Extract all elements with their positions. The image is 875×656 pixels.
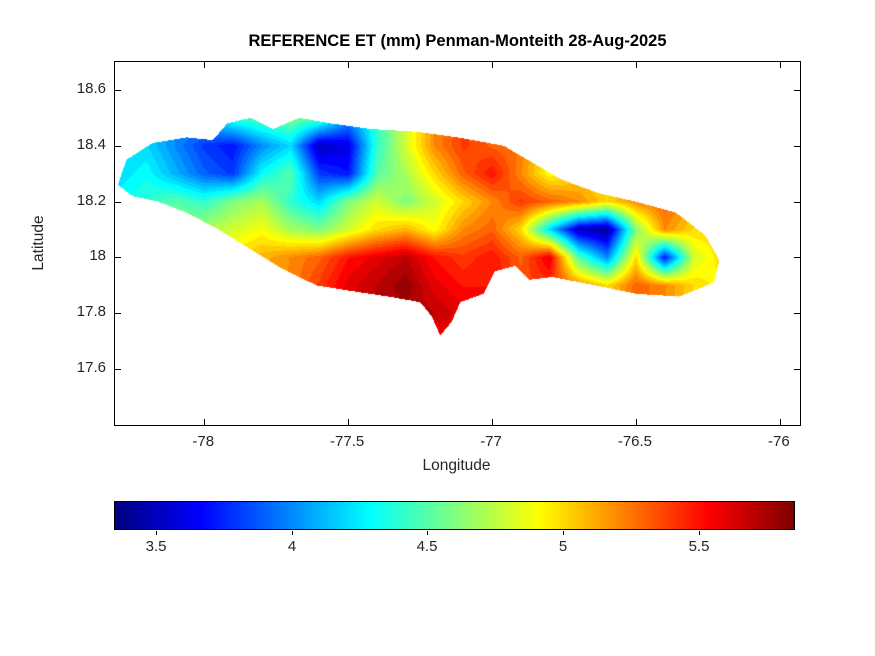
axis-tick-mark [348, 62, 349, 68]
y-tick-label: 18 [89, 247, 106, 265]
colorbar-tick-mark [292, 531, 293, 535]
axis-tick-mark [794, 313, 800, 314]
axis-tick-mark [794, 90, 800, 91]
axis-tick-mark [492, 62, 493, 68]
x-tick-label: -77 [480, 433, 502, 450]
x-tick-label: -76.5 [617, 433, 653, 450]
colorbar-tick-label: 3.5 [145, 538, 167, 555]
axis-tick-mark [794, 257, 800, 258]
x-tick-label: -76 [768, 433, 790, 450]
axis-tick-mark [115, 146, 121, 147]
axis-tick-mark [115, 369, 121, 370]
y-tick-label: 17.8 [76, 303, 106, 321]
y-axis-label: Latitude [30, 215, 47, 271]
colorbar-tick-mark [699, 531, 700, 535]
axis-tick-mark [115, 257, 121, 258]
axis-tick-mark [780, 419, 781, 425]
colorbar-gradient [115, 502, 794, 529]
colorbar-tick-mark [156, 531, 157, 535]
colorbar-tick-label: 5.5 [688, 538, 710, 555]
axis-tick-mark [794, 146, 800, 147]
chart-title: REFERENCE ET (mm) Penman-Monteith 28-Aug… [248, 32, 667, 50]
colorbar-tick-mark [427, 531, 428, 535]
x-axis-label: Longitude [422, 457, 491, 474]
axis-tick-mark [115, 90, 121, 91]
axis-tick-mark [780, 62, 781, 68]
plot-area [114, 61, 801, 426]
y-tick-label: 18.6 [76, 79, 106, 97]
axis-tick-mark [636, 419, 637, 425]
axis-tick-mark [115, 202, 121, 203]
y-tick-label: 18.4 [76, 135, 106, 153]
axis-tick-mark [348, 419, 349, 425]
axis-tick-mark [794, 202, 800, 203]
colorbar-tick-label: 4.5 [416, 538, 438, 555]
y-tick-label: 17.6 [76, 359, 106, 377]
x-tick-label: -77.5 [330, 433, 365, 450]
axis-tick-mark [636, 62, 637, 68]
colorbar-tick-label: 5 [558, 538, 568, 555]
axis-tick-mark [115, 313, 121, 314]
colorbar-tick-mark [563, 531, 564, 535]
axis-tick-mark [492, 419, 493, 425]
axis-tick-mark [204, 419, 205, 425]
x-tick-label: -78 [192, 433, 215, 450]
colorbar [114, 501, 795, 530]
et-heatmap [115, 62, 800, 425]
axis-tick-mark [204, 62, 205, 68]
axis-tick-mark [794, 369, 800, 370]
y-tick-label: 18.2 [76, 191, 106, 209]
colorbar-tick-label: 4 [287, 538, 297, 555]
